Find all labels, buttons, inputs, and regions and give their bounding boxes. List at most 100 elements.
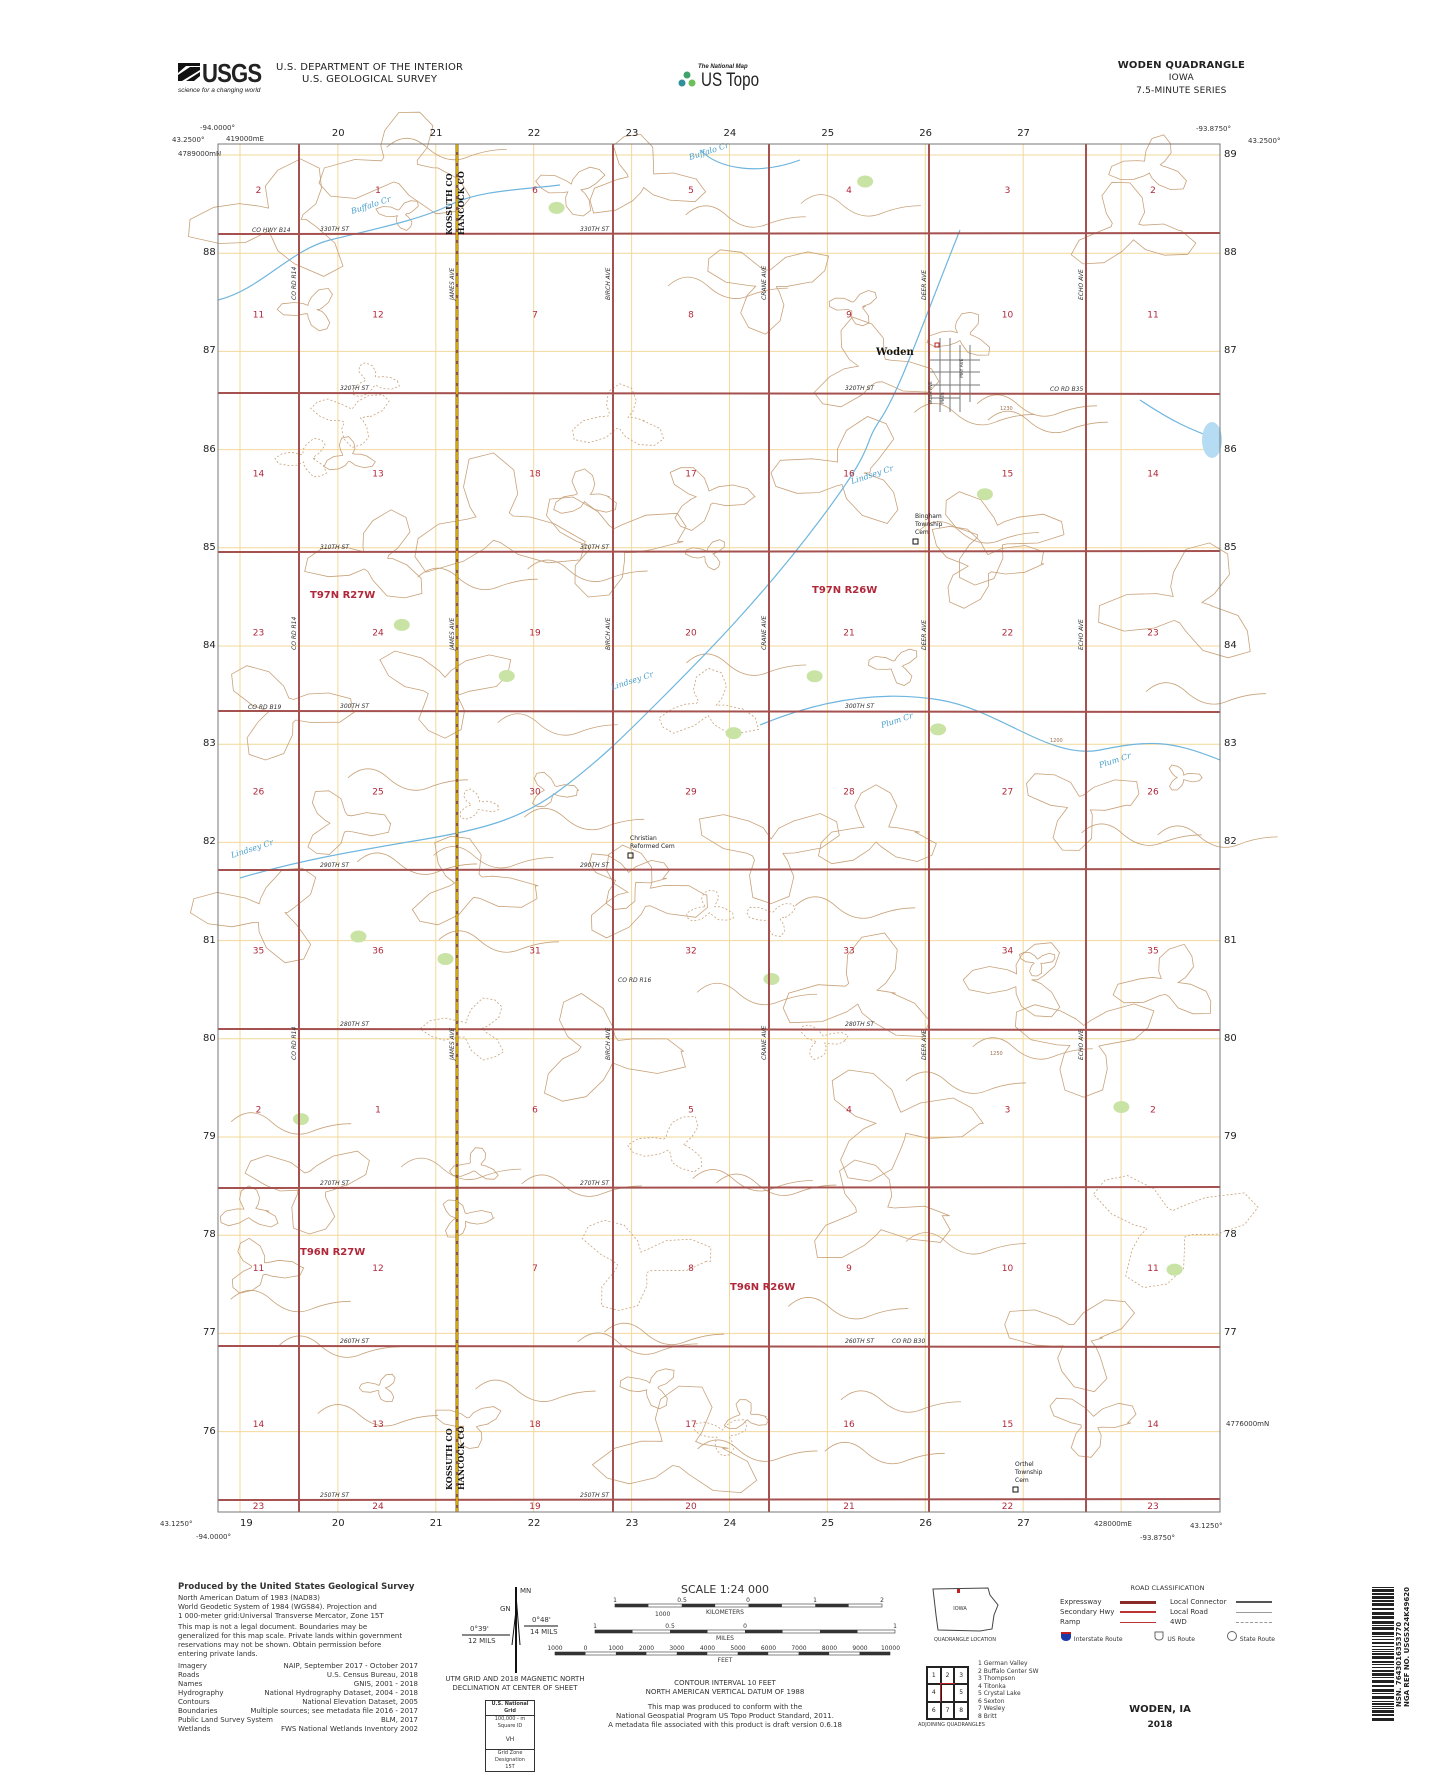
- contour-line: [589, 134, 707, 214]
- source-name: Hydrography: [178, 1689, 224, 1697]
- scale-segment: [798, 1652, 830, 1655]
- contour-line: [1092, 1175, 1259, 1289]
- barcode-bar: [1372, 1627, 1394, 1630]
- scale-label: 1: [893, 1623, 897, 1630]
- easting-tick-label: 27: [1017, 1518, 1030, 1529]
- source-row: Imagery NAIP, September 2017 - October 20…: [178, 1662, 418, 1671]
- contour-label: 1200: [1050, 738, 1063, 744]
- scale-segment: [615, 1604, 649, 1607]
- northing-tick-label: 82: [203, 836, 216, 848]
- scale-segment: [615, 1652, 647, 1655]
- grid-mils: 12 MILS: [468, 1637, 496, 1645]
- adjoining-caption: ADJOINING QUADRANGLES: [918, 1722, 985, 1728]
- contour-line: [386, 137, 507, 161]
- contour-line: [800, 194, 921, 217]
- contour-line: [553, 468, 617, 514]
- contour-line: [356, 852, 478, 875]
- contour-line: [304, 509, 423, 599]
- section-number: 6: [532, 1106, 538, 1116]
- section-number: 2: [1150, 1106, 1156, 1116]
- northing-tick-label: 79: [1224, 1131, 1237, 1142]
- declination-diagram: MN GN 0°39' 12 MILS 0°48' 14 MILS UTM GR…: [440, 1585, 590, 1772]
- county-label: HANCOCK CO: [456, 171, 466, 235]
- contour-line: [459, 788, 500, 820]
- road-label: CO RD B30: [892, 1338, 925, 1345]
- section-number: 26: [253, 788, 265, 798]
- usgs-wordmark: USGS: [202, 58, 262, 88]
- road-class-line-sample: [1236, 1601, 1272, 1603]
- scale-segment: [745, 1630, 783, 1633]
- road-label: 290TH ST: [320, 862, 350, 869]
- scale-label: 9000: [852, 1645, 867, 1652]
- adjoining-cell: 5: [954, 1684, 968, 1702]
- barcode-bar: [1372, 1632, 1394, 1635]
- source-name: Boundaries: [178, 1707, 218, 1715]
- scale-segment: [815, 1604, 849, 1607]
- barcode-bar: [1372, 1677, 1394, 1678]
- northing-tick-label: 81: [1224, 934, 1237, 946]
- road-label: CO RD R14: [291, 266, 298, 300]
- interstate-shield-icon: [1061, 1632, 1071, 1641]
- conformance-line: This map was produced to conform with th…: [647, 1703, 803, 1711]
- barcode-bar: [1372, 1708, 1394, 1709]
- road-classification-title: ROAD CLASSIFICATION: [1130, 1584, 1205, 1592]
- corner-lon-br: -93.8750°: [1140, 1534, 1175, 1542]
- contour-line: [475, 1379, 596, 1402]
- section-number: 14: [1147, 1420, 1159, 1430]
- scale-label: 1000: [547, 1645, 562, 1652]
- road-label: 310TH ST: [320, 544, 350, 551]
- quad-state: IOWA: [1168, 73, 1194, 83]
- adjoining-cell: 7: [940, 1701, 955, 1719]
- road-class-label: Secondary Hwy: [1060, 1607, 1115, 1616]
- road-class-row: 4WD: [1170, 1617, 1278, 1627]
- road-label: JAMES AVE: [449, 268, 456, 301]
- footer-year: 2018: [1147, 1720, 1173, 1730]
- section-number: 26: [1147, 788, 1159, 798]
- corner-lon-bl: -94.0000°: [196, 1533, 231, 1541]
- easting-tick-label: 23: [625, 128, 639, 139]
- road-class-label: Expressway: [1060, 1597, 1102, 1606]
- cemetery-label: Township: [914, 521, 943, 528]
- contour-line: [546, 496, 687, 598]
- scale-segment: [748, 1604, 782, 1607]
- road-class-line-sample: [1120, 1621, 1156, 1623]
- barcode-bar: [1372, 1685, 1394, 1687]
- adjoining-cell: 2: [940, 1667, 955, 1685]
- scale-label: 3000: [669, 1645, 684, 1652]
- contour-line: [788, 1297, 909, 1320]
- barcode-bar: [1372, 1680, 1394, 1683]
- source-value: U.S. Census Bureau, 2018: [326, 1671, 418, 1679]
- contour-line: [307, 790, 392, 855]
- barcode-bar: [1372, 1642, 1394, 1644]
- contour-line: [976, 394, 1097, 417]
- road-label: 310TH ST: [580, 544, 610, 551]
- contour-line: [219, 1185, 279, 1228]
- us-route-legend: US Route: [1153, 1631, 1195, 1644]
- adjoining-cell: 8: [954, 1701, 968, 1719]
- section-number: 29: [685, 788, 697, 798]
- national-map-label: The National Map: [698, 64, 748, 70]
- section-number: 12: [372, 1264, 383, 1274]
- contour-line: [231, 665, 357, 761]
- contour-line: [707, 249, 830, 335]
- source-name: Names: [178, 1680, 203, 1688]
- northing-tick-label: 89: [1224, 149, 1237, 160]
- section-number: 28: [843, 788, 855, 798]
- lake: [1202, 422, 1222, 458]
- road-label: BIRCH AVE: [605, 617, 612, 650]
- contour-line: [693, 1419, 748, 1457]
- county-label: HANCOCK CO: [456, 1426, 466, 1490]
- contour-line: [818, 784, 937, 865]
- section-number: 36: [372, 947, 384, 957]
- easting-tick-label: 26: [919, 1518, 933, 1529]
- northing-tick-label: 85: [203, 541, 216, 553]
- section-number: 25: [372, 788, 383, 798]
- state-route-circle-icon: [1226, 1631, 1237, 1641]
- contour-line: [497, 713, 618, 736]
- scale-label: 6000: [761, 1645, 776, 1652]
- barcode-bar: [1372, 1612, 1394, 1615]
- scale-label: 0: [746, 1597, 750, 1604]
- usng-box: U.S. National Grid 100,000 - m Square ID…: [485, 1700, 535, 1772]
- scale-segment: [820, 1630, 858, 1633]
